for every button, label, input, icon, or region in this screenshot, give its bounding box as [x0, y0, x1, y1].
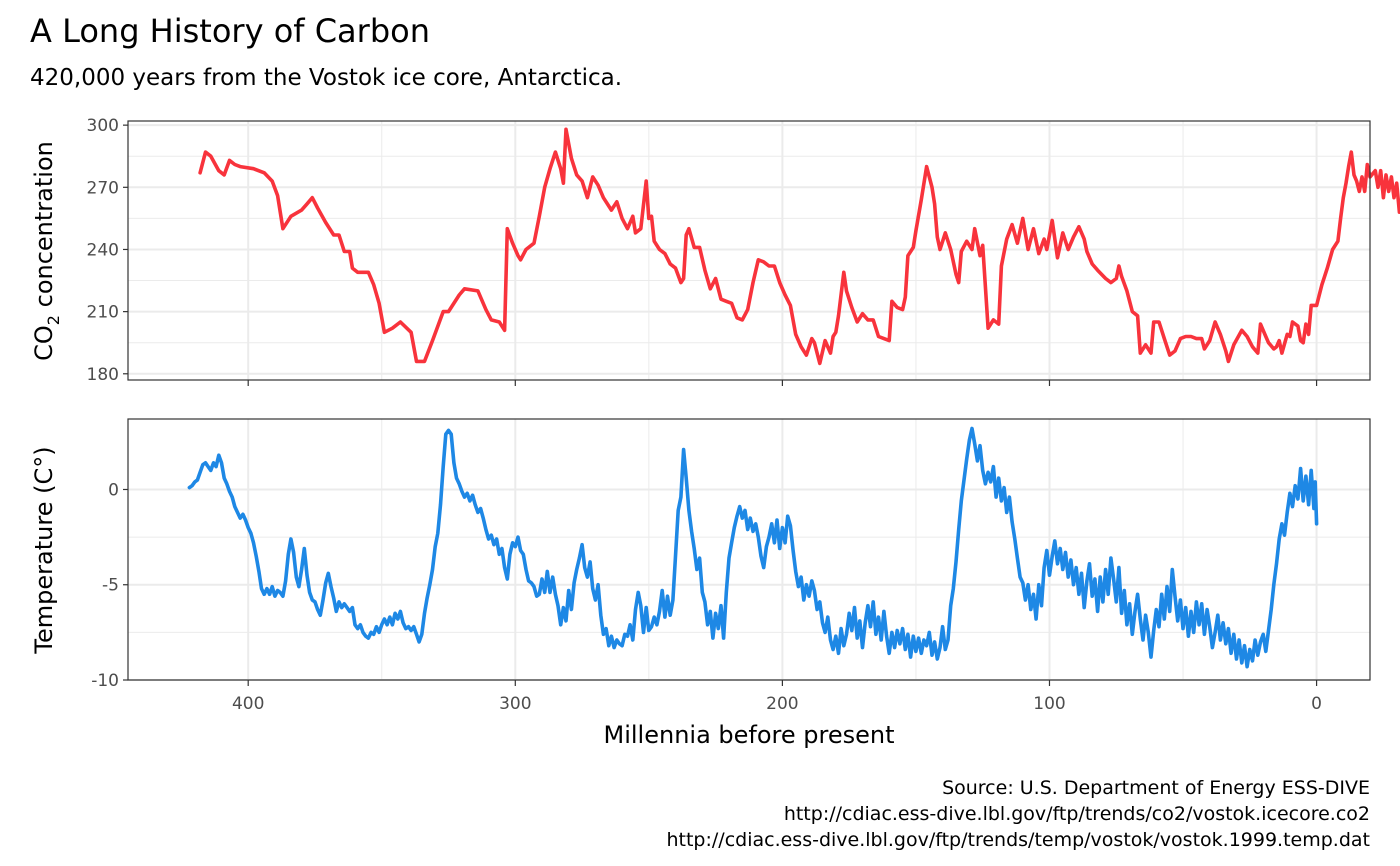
temperature-panel-border — [127, 418, 1371, 681]
co2-series-line — [198, 127, 1400, 366]
caption-temp-url: http://cdiac.ess-dive.lbl.gov/ftp/trends… — [666, 829, 1370, 851]
co2-x-ticks — [247, 380, 1318, 386]
co2-panel: 180 210 240 270 300 CO2 concentration — [30, 116, 1400, 386]
co2-y-axis-label-rest: concentration — [30, 141, 58, 315]
temperature-panel-background — [128, 419, 1370, 680]
x-tick-label: 100 — [1033, 694, 1065, 714]
co2-panel-border — [127, 120, 1371, 381]
chart-title: A Long History of Carbon — [30, 12, 430, 50]
temperature-panel: -10 -5 0 400 300 200 100 0 Temperature (C°) — [30, 418, 1371, 714]
co2-panel-background — [128, 121, 1370, 380]
y-tick-label: -10 — [91, 671, 119, 691]
y-tick-label: -5 — [102, 576, 119, 596]
co2-y-axis-label-main: CO — [30, 325, 58, 361]
co2-gridlines — [128, 121, 1370, 380]
temperature-series-line — [187, 426, 1319, 669]
y-tick-label: 240 — [87, 240, 119, 260]
y-tick-label: 180 — [87, 365, 119, 385]
x-tick-label: 400 — [232, 694, 264, 714]
x-tick-label: 0 — [1311, 694, 1322, 714]
x-axis: 400 300 200 100 0 — [232, 680, 1322, 714]
caption: Source: U.S. Department of Energy ESS-DI… — [666, 777, 1370, 851]
y-tick-label: 300 — [87, 116, 119, 136]
y-tick-label: 0 — [108, 480, 119, 500]
caption-co2-url: http://cdiac.ess-dive.lbl.gov/ftp/trends… — [784, 803, 1370, 825]
co2-y-axis: 180 210 240 270 300 — [87, 116, 128, 385]
chart-subtitle: 420,000 years from the Vostok ice core, … — [30, 65, 622, 91]
x-tick-label: 300 — [499, 694, 531, 714]
co2-y-axis-label: CO2 concentration — [30, 141, 63, 361]
y-tick-label: 270 — [87, 178, 119, 198]
caption-source: Source: U.S. Department of Energy ESS-DI… — [942, 777, 1370, 799]
x-axis-label: Millennia before present — [604, 721, 895, 749]
co2-y-axis-label-subscript: 2 — [44, 315, 63, 325]
y-tick-label: 210 — [87, 303, 119, 323]
temperature-y-axis: -10 -5 0 — [91, 480, 128, 691]
x-tick-label: 200 — [766, 694, 798, 714]
temperature-y-axis-label: Temperature (C°) — [30, 446, 58, 654]
